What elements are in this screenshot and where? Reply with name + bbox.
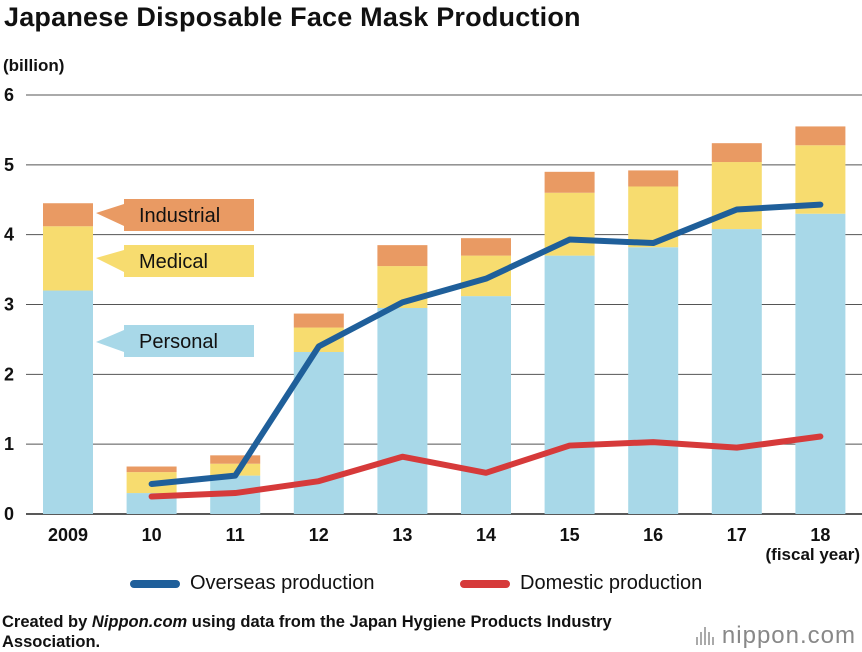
y-tick-labels: 0 1 2 3 4 5 6 [4,85,14,524]
callout-pointer-personal [96,330,124,352]
x-tick-label-12: 12 [309,525,329,545]
legend-item-domestic: Domestic production [460,572,702,595]
credit-rest: using data from the Japan Hygiene Produc… [2,613,612,651]
x-tick-labels: 2009 10 11 12 13 14 15 16 17 18 [48,525,830,545]
y-tick-label-0: 0 [4,504,14,524]
brand-logo: nippon.com [695,622,856,650]
bar-personal-2009 [43,290,93,514]
callout-box-medical [124,245,254,277]
x-tick-label-18: 18 [810,525,830,545]
source-credit: Created by Nippon.com using data from th… [2,612,622,652]
y-axis-unit-label: (billion) [3,56,65,75]
y-tick-label-1: 1 [4,434,14,454]
production-lines [148,201,824,500]
bar-industrial-2009 [43,203,93,227]
callout-label-industrial: Industrial [139,205,220,227]
callout-box-industrial [124,199,254,231]
x-tick-label-13: 13 [392,525,412,545]
bar-industrial-12 [293,313,344,328]
series-callouts: Industrial Medical Personal [96,199,254,357]
legend-label-overseas: Overseas production [190,572,375,594]
line-domestic-production [148,433,824,500]
callout-pointer-medical [96,250,124,272]
callout-box-personal [124,325,254,357]
bar-industrial-14 [461,238,511,256]
callout-medical: Medical [96,245,254,277]
x-axis-label: (fiscal year) [766,545,861,564]
bar-industrial-13 [377,245,428,267]
legend-swatch-overseas [130,579,180,588]
bar-personal-12 [293,351,344,514]
credit-site: Nippon.com [91,613,188,631]
stacked-bars [43,126,846,514]
y-tick-label-5: 5 [4,155,14,175]
bar-medical-2009 [43,226,93,291]
x-tick-label-16: 16 [643,525,663,545]
callout-label-medical: Medical [139,251,208,273]
bar-industrial-11 [210,455,261,464]
y-tick-label-6: 6 [4,85,14,105]
bar-industrial-18 [795,126,846,146]
callout-label-personal: Personal [139,331,218,353]
bar-personal-13 [377,307,428,514]
y-tick-label-3: 3 [4,295,14,315]
y-tick-label-4: 4 [4,225,14,245]
callout-pointer-industrial [96,204,124,226]
credit-prefix: Created by [2,613,92,631]
callout-industrial: Industrial [96,199,254,231]
x-tick-label-14: 14 [476,525,496,545]
legend-swatch-domestic [460,579,510,588]
bar-industrial-10 [126,466,177,473]
x-tick-label-17: 17 [727,525,747,545]
bar-personal-16 [628,247,679,514]
bar-personal-14 [461,296,511,514]
y-tick-label-2: 2 [4,364,14,384]
x-tick-label-15: 15 [560,525,580,545]
bar-personal-15 [544,255,595,514]
brand-wave-icon [695,627,714,645]
x-tick-label-10: 10 [142,525,162,545]
callout-personal: Personal [96,325,254,357]
bar-industrial-15 [544,171,595,193]
x-tick-label-2009: 2009 [48,525,88,545]
chart-title: Japanese Disposable Face Mask Production [4,2,581,32]
bar-personal-18 [795,213,846,514]
bar-medical-11 [210,463,261,476]
bar-industrial-16 [628,170,679,187]
brand-text: nippon.com [721,622,856,649]
legend-label-domestic: Domestic production [520,572,703,594]
bar-industrial-17 [711,143,762,163]
line-overseas-production [148,201,824,487]
x-tick-label-11: 11 [226,525,245,545]
bar-personal-17 [711,229,762,514]
legend-item-overseas: Overseas production [130,572,375,595]
